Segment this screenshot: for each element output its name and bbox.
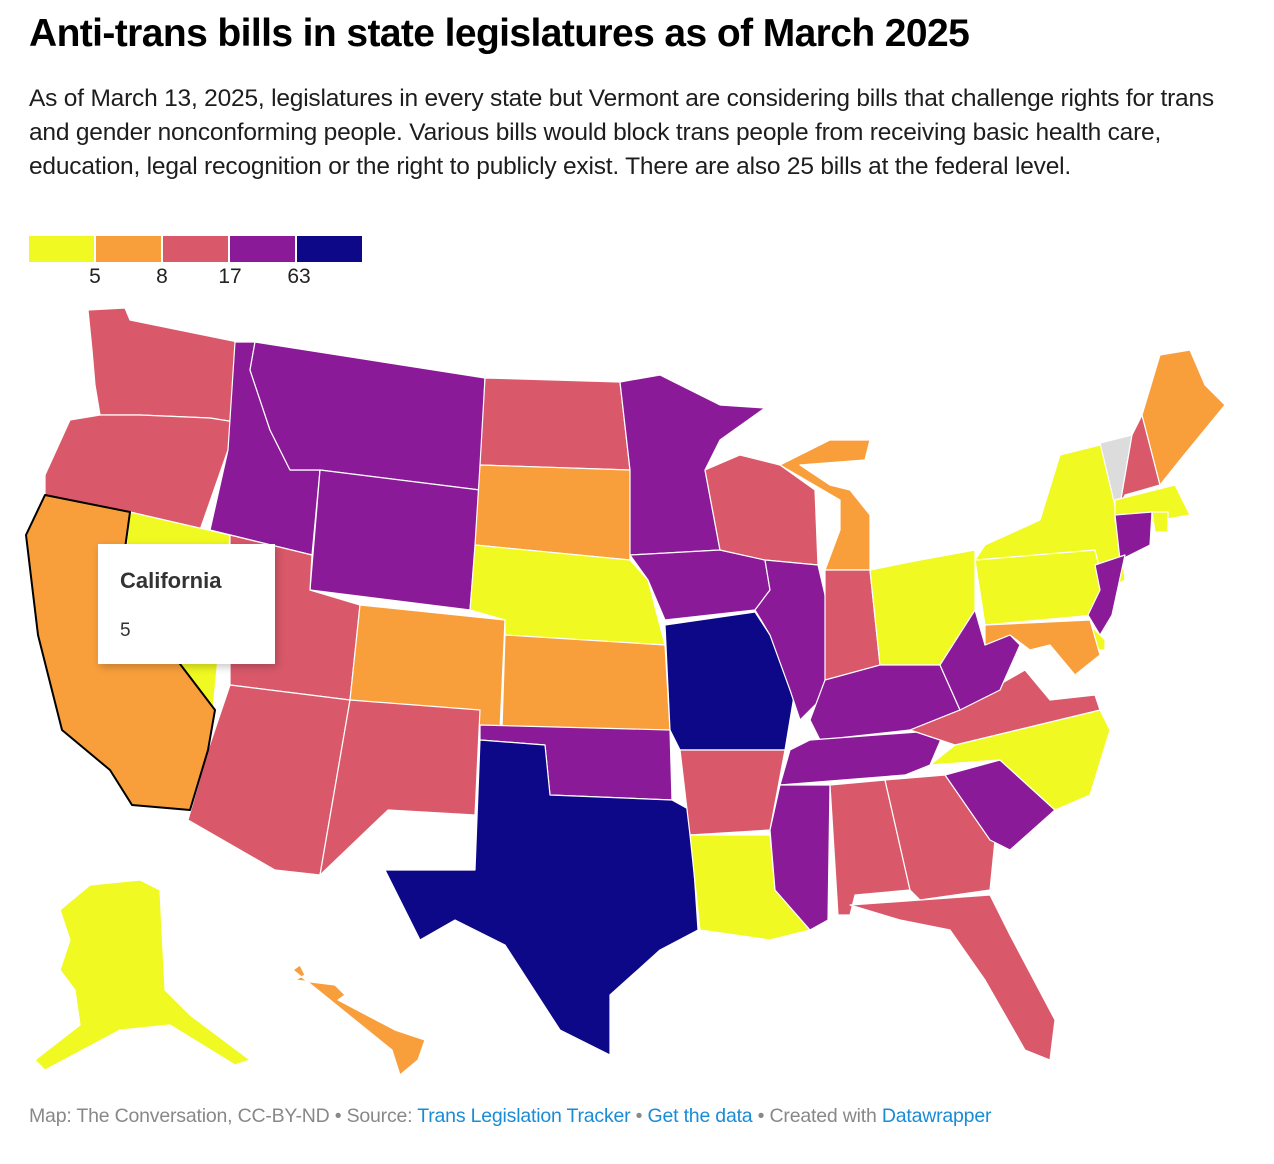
legend-swatch xyxy=(96,236,161,262)
state-ct[interactable] xyxy=(1114,511,1153,561)
color-legend: 5 8 17 63 xyxy=(29,236,362,292)
legend-swatch xyxy=(29,236,94,262)
legend-tick-label: 63 xyxy=(287,265,311,288)
state-il[interactable] xyxy=(754,559,831,721)
state-ks[interactable] xyxy=(501,634,671,731)
state-mn[interactable] xyxy=(619,374,766,556)
state-wi[interactable] xyxy=(704,454,819,566)
state-me[interactable] xyxy=(1141,349,1226,486)
legend-tick-label: 17 xyxy=(218,265,242,288)
legend-tick-label: 8 xyxy=(156,265,168,288)
state-wv[interactable] xyxy=(939,609,1021,711)
get-data-link[interactable]: Get the data xyxy=(647,1105,753,1127)
footer-created-with: • Created with xyxy=(752,1105,882,1127)
legend-swatch xyxy=(163,236,228,262)
state-mi[interactable] xyxy=(779,439,871,571)
state-wy[interactable] xyxy=(309,469,481,611)
us-choropleth-map xyxy=(0,290,1274,1080)
state-nd[interactable] xyxy=(479,377,631,471)
state-wa[interactable] xyxy=(87,307,239,423)
state-nm[interactable] xyxy=(319,699,481,876)
state-sd[interactable] xyxy=(474,464,631,561)
state-ar[interactable] xyxy=(679,749,786,836)
source-link[interactable]: Trans Legislation Tracker xyxy=(417,1105,631,1127)
legend-tick-label: 5 xyxy=(89,265,101,288)
state-hi[interactable] xyxy=(292,964,426,1076)
legend-ticks: 5 8 17 63 xyxy=(29,262,362,292)
chart-title: Anti-trans bills in state legislatures a… xyxy=(29,12,970,55)
footer-separator: • xyxy=(630,1105,648,1127)
state-ri[interactable] xyxy=(1151,511,1169,533)
footer-credits: Map: The Conversation, CC-BY-ND • Source… xyxy=(29,1105,991,1128)
legend-swatch xyxy=(297,236,362,262)
datawrapper-link[interactable]: Datawrapper xyxy=(881,1105,992,1127)
footer-credit-text: Map: The Conversation, CC-BY-ND • Source… xyxy=(29,1105,418,1127)
map-svg xyxy=(25,307,1226,1076)
state-fl[interactable] xyxy=(849,894,1056,1061)
state-sc[interactable] xyxy=(944,759,1056,851)
state-mo[interactable] xyxy=(664,611,796,751)
state-ak[interactable] xyxy=(34,879,251,1071)
state-tooltip: California 5 xyxy=(98,544,275,664)
state-md[interactable] xyxy=(984,619,1101,676)
legend-swatch xyxy=(230,236,295,262)
tooltip-value: 5 xyxy=(120,620,131,641)
state-nh[interactable] xyxy=(1119,414,1161,506)
chart-description: As of March 13, 2025, legislatures in ev… xyxy=(29,85,1214,180)
legend-swatches xyxy=(29,236,362,262)
state-tx[interactable] xyxy=(384,739,699,1056)
state-pa[interactable] xyxy=(974,549,1106,626)
tooltip-state-name: California xyxy=(120,568,222,593)
